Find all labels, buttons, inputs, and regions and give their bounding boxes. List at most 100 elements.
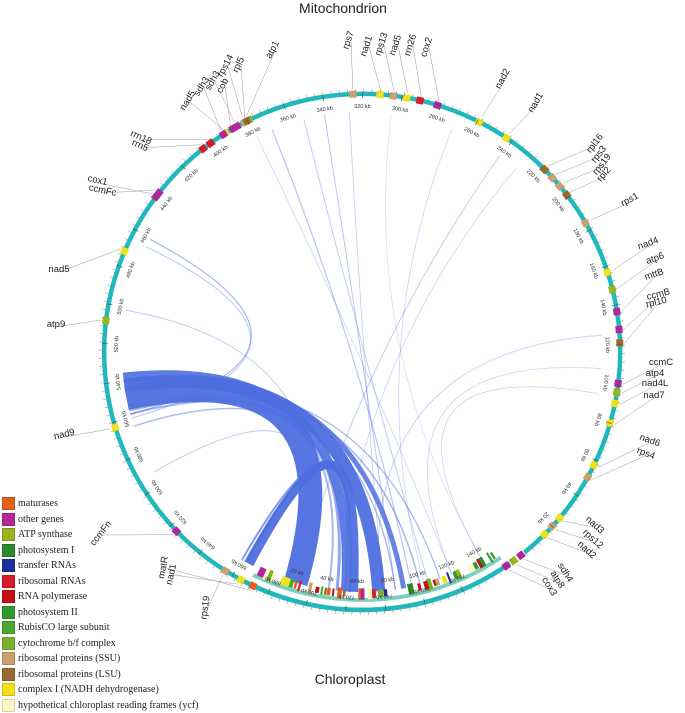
minor-tick [573,199,575,201]
mitochondrion-title: Mitochondrion [299,0,387,16]
gene-label: nad5 [48,264,69,275]
legend-item: ATP synthase [2,527,202,543]
minor-tick [267,107,268,110]
minor-tick [131,476,134,477]
legend-swatch [2,590,15,603]
mito-tick-label: 380 kb [244,126,261,139]
legend-item: photosystem II [2,605,202,621]
chloroplast-gene-block [259,571,265,574]
minor-tick [441,600,442,603]
chloroplast-gene-block [478,563,481,564]
minor-tick [298,97,299,100]
legend-label: other genes [18,514,64,525]
gene-marker [611,286,613,293]
gene-marker [222,569,228,573]
gene-marker [503,564,509,568]
minor-tick [550,531,552,533]
mito-tick-label: 300 kb [391,106,408,114]
mito-tick-label: 320 kb [354,104,371,110]
legend-swatch [2,528,15,541]
legend-item: ribosomal RNAs [2,574,202,590]
minor-tick [177,165,179,167]
gene-label: rps7 [341,30,357,51]
legend-swatch [2,575,15,588]
gene-marker [511,559,517,563]
gene-label: atp9 [47,319,66,330]
cp-tick-label: 60 kb [350,579,364,585]
mito-tick-label: 420 kb [184,168,200,184]
minor-tick [311,607,312,610]
mito-tick-label: 640 kb [200,535,217,550]
mito-tick-label: 360 kb [279,113,297,124]
minor-tick [139,490,142,492]
minor-tick [227,575,229,578]
minor-tick [123,461,126,462]
minor-tick [600,457,603,458]
minor-tick [315,93,316,96]
gene-marker [584,220,588,226]
mito-tick-label: 20 kb [536,510,550,524]
minor-tick [566,513,568,515]
minor-tick [500,572,502,575]
legend-swatch [2,606,15,619]
minor-tick [417,606,418,609]
minor-tick [474,115,475,118]
mito-tick-label: 100 kb [601,374,609,391]
gene-label: nad4 [636,235,660,253]
minor-tick [132,224,135,225]
gene-marker [503,136,509,140]
gene-label: atp1 [264,39,282,60]
gene-marker [123,248,126,255]
legend-label: maturases [18,498,58,509]
minor-tick [112,269,115,270]
chloroplast-gene-block [290,583,294,584]
chloroplast-gene-block [294,584,297,585]
gene-marker [619,326,620,333]
legend-label: RubisCO large subunit [18,622,109,633]
chloroplast-gene-block [286,582,290,583]
synteny-link [399,130,452,584]
gene-marker [200,147,206,151]
minor-tick [271,596,272,599]
mito-tick-label: 60 kb [579,447,590,462]
minor-tick [591,227,594,228]
legend-item: ribosomal proteins (SSU) [2,651,202,667]
minor-tick [216,133,218,135]
minor-tick [118,253,121,254]
minor-tick [539,543,541,545]
minor-tick [127,468,130,469]
gene-label: mttB [643,266,665,282]
minor-tick [489,122,490,125]
chloroplast-gene-block [492,555,494,556]
minor-tick [585,486,588,488]
mito-tick-label: 460 kb [140,227,153,244]
legend-item: cytochrome b/f complex [2,636,202,652]
cp-tick-label: 120 kb [438,560,456,572]
minor-tick [106,293,109,294]
gene-category-legend: maturases other genes ATP synthase photosys… [2,496,202,713]
gene-leader-line [228,67,243,118]
chloroplast-gene-block [408,588,414,589]
gene-marker [550,175,555,180]
minor-tick [448,597,449,600]
legend-label: complex I (NADH dehydrogenase) [18,684,159,695]
minor-tick [523,145,525,147]
minor-tick [234,579,235,582]
gene-label: rrn26 [402,33,419,58]
gene-label: nad2 [493,67,513,91]
legend-label: ATP synthase [18,529,72,540]
chloroplast-gene-block [489,557,491,558]
mito-tick-label: 200 kb [550,196,565,213]
minor-tick [103,399,106,400]
gene-marker [592,462,595,468]
legend-item: RubisCO large subunit [2,620,202,636]
mito-tick-label: 260 kb [463,127,480,140]
minor-tick [256,590,257,593]
legend-label: RNA polymerase [18,591,87,602]
gene-label: nad1 [526,91,546,115]
mito-tick-label: 400 kb [212,145,229,159]
minor-tick [259,110,260,113]
legend-item: transfer RNAs [2,558,202,574]
minor-tick [137,217,140,219]
minor-tick [425,604,426,607]
